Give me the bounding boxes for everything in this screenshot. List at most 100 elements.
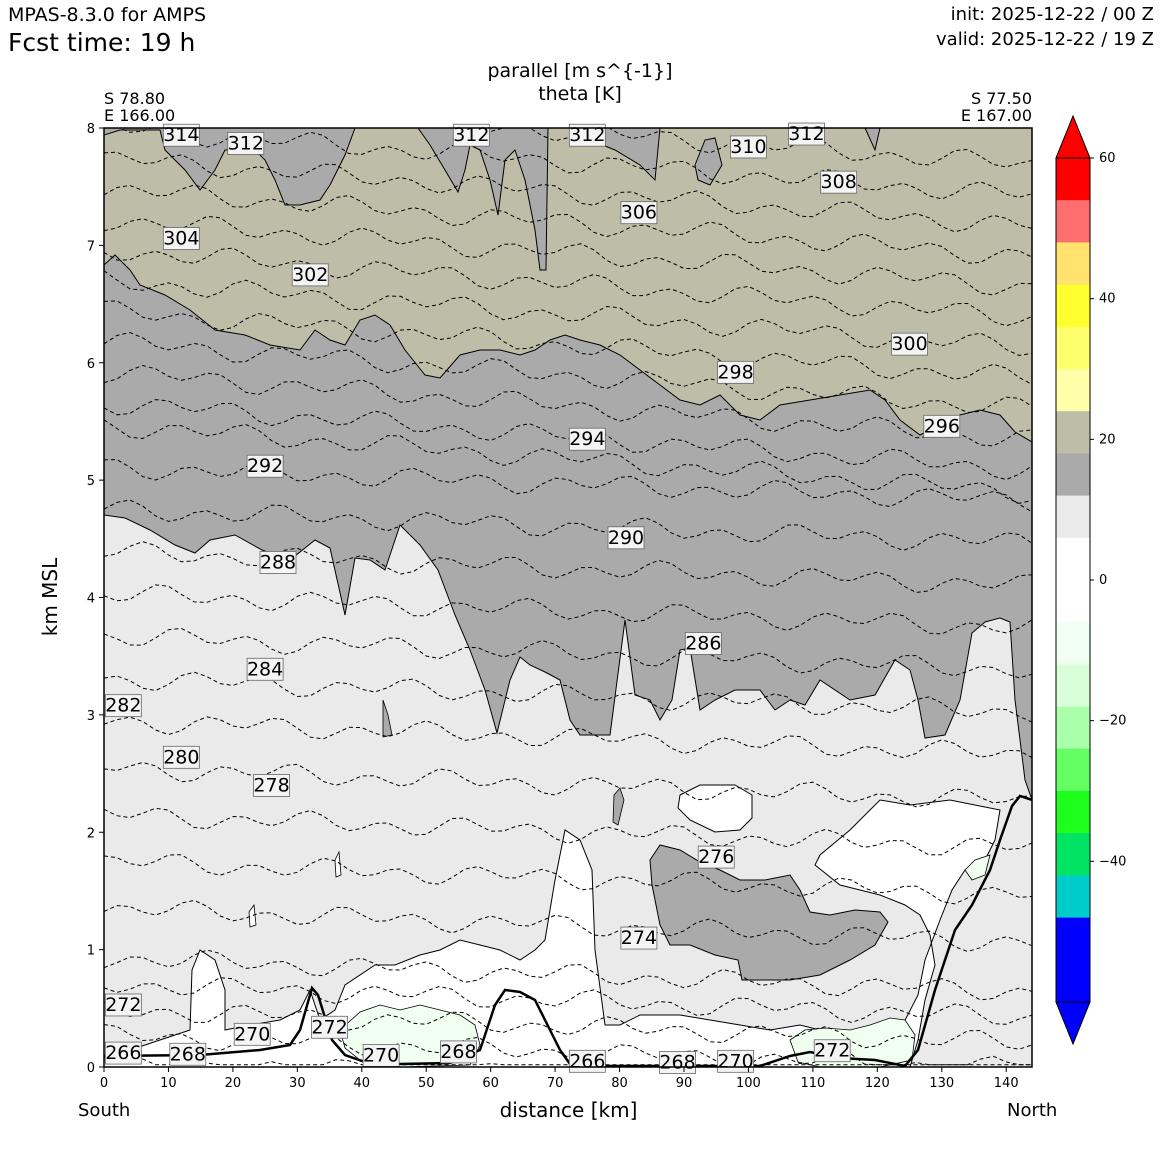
isotherm-label-text: 266 bbox=[105, 1042, 141, 1064]
theta-isotherm bbox=[104, 184, 1032, 264]
x-tick-label: 140 bbox=[994, 1076, 1019, 1091]
isotherm-label-300: 300 bbox=[891, 332, 928, 356]
isotherm-label-290: 290 bbox=[607, 526, 645, 550]
colorbar-tick-label: 40 bbox=[1099, 292, 1116, 307]
colorbar-tick-label: 0 bbox=[1099, 573, 1107, 588]
colorbar-segment bbox=[1056, 706, 1090, 750]
colorbar-segment bbox=[1056, 495, 1090, 539]
isotherm-label-266: 266 bbox=[104, 1041, 142, 1065]
isotherm-label-272: 272 bbox=[104, 993, 142, 1017]
isotherm-label-text: 304 bbox=[163, 228, 199, 250]
isotherm-label-288: 288 bbox=[259, 551, 297, 574]
x-tick-label: 110 bbox=[800, 1076, 825, 1091]
isotherm-label-306: 306 bbox=[620, 201, 658, 225]
isotherm-label-text: 286 bbox=[685, 632, 721, 654]
colorbar-segment bbox=[1056, 411, 1090, 454]
colorbar-segment bbox=[1056, 580, 1090, 623]
colorbar-tick-label: −20 bbox=[1099, 714, 1126, 729]
isotherm-label-text: 300 bbox=[891, 333, 927, 355]
theta-isotherm bbox=[104, 899, 1032, 953]
isotherm-label-296: 296 bbox=[923, 414, 961, 438]
isotherm-label-text: 298 bbox=[717, 361, 753, 383]
isotherm-label-text: 312 bbox=[453, 124, 489, 146]
x-tick-label: 100 bbox=[736, 1076, 761, 1091]
theta-isotherm bbox=[104, 419, 1032, 504]
colorbar-segment bbox=[1056, 284, 1090, 328]
colorbar-segment bbox=[1056, 917, 1090, 961]
isotherm-label-text: 282 bbox=[105, 695, 141, 717]
theta-isotherm bbox=[104, 584, 1032, 635]
isotherm-label-314: 314 bbox=[162, 123, 200, 147]
theta-isotherm bbox=[104, 364, 1032, 447]
isotherm-label-268: 268 bbox=[440, 1040, 477, 1064]
isotherm-label-text: 314 bbox=[163, 124, 199, 146]
start-longitude: E 166.00 bbox=[104, 106, 176, 125]
valid-time: valid: 2025-12-22 / 19 Z bbox=[936, 29, 1154, 50]
x-tick-label: 60 bbox=[482, 1076, 499, 1091]
isotherm-label-280: 280 bbox=[162, 745, 200, 769]
x-tick-label: 20 bbox=[225, 1076, 242, 1091]
isotherm-label-270: 270 bbox=[233, 1022, 271, 1046]
isotherm-label-text: 278 bbox=[253, 774, 289, 796]
isotherm-label-276: 276 bbox=[697, 845, 735, 869]
colorbar-segment bbox=[1056, 453, 1090, 497]
isotherm-label-294: 294 bbox=[568, 427, 606, 451]
isotherm-label-text: 272 bbox=[814, 1040, 850, 1062]
isotherm-label-312: 312 bbox=[452, 123, 490, 147]
colorbar-segment bbox=[1056, 200, 1090, 243]
isotherm-labels: 314 312 312 312 312 310 308 306 304 302 300 298 296 2… bbox=[104, 122, 961, 1074]
isotherm-label-text: 294 bbox=[569, 428, 605, 450]
theta-isotherm bbox=[104, 247, 1032, 327]
colorbar-segment bbox=[1056, 875, 1090, 919]
isotherm-label-270: 270 bbox=[362, 1044, 400, 1067]
theta-isotherm bbox=[104, 1024, 1032, 1066]
colorbar-segment bbox=[1056, 833, 1090, 876]
theta-isotherm bbox=[104, 977, 1032, 1025]
colorbar-segment bbox=[1056, 622, 1090, 665]
isotherm-label-text: 312 bbox=[228, 132, 264, 154]
isotherm-label-286: 286 bbox=[684, 632, 722, 655]
isotherm-label-text: 296 bbox=[924, 415, 960, 437]
isotherm-label-312: 312 bbox=[227, 132, 265, 155]
end-longitude: E 167.00 bbox=[960, 106, 1032, 125]
chart-subtitle: theta [K] bbox=[538, 83, 622, 105]
isotherm-label-304: 304 bbox=[162, 227, 200, 250]
isotherm-label-text: 306 bbox=[621, 202, 657, 224]
x-tick-label: 130 bbox=[929, 1076, 954, 1091]
colorbar-tick-label: 60 bbox=[1099, 151, 1116, 166]
end-latitude: S 77.50 bbox=[970, 89, 1032, 108]
y-tick-label: 7 bbox=[87, 239, 95, 254]
y-tick-label: 1 bbox=[87, 944, 95, 959]
theta-isotherm bbox=[104, 1001, 1032, 1050]
shaded-field bbox=[104, 128, 1032, 1067]
theta-isotherm bbox=[104, 499, 1032, 551]
isotherm-label-268: 268 bbox=[169, 1042, 207, 1066]
isotherm-label-text: 312 bbox=[569, 124, 605, 146]
isotherm-label-292: 292 bbox=[246, 454, 284, 478]
theta-isotherm bbox=[104, 300, 1032, 385]
theta-isotherm bbox=[104, 716, 1032, 759]
colorbar-segment bbox=[1056, 959, 1090, 1003]
isotherm-label-284: 284 bbox=[246, 657, 284, 681]
isotherm-label-text: 292 bbox=[247, 455, 283, 477]
start-latitude: S 78.80 bbox=[104, 89, 166, 108]
isotherm-label-text: 276 bbox=[698, 846, 734, 868]
isotherm-label-312: 312 bbox=[788, 122, 825, 146]
theta-isotherm bbox=[104, 627, 1032, 679]
colorbar-segment bbox=[1056, 326, 1090, 370]
isotherm-label-text: 280 bbox=[163, 746, 199, 768]
y-tick-label: 0 bbox=[87, 1061, 95, 1076]
forecast-time: Fcst time: 19 h bbox=[8, 28, 196, 57]
colorbar-tick-label: −40 bbox=[1099, 854, 1126, 869]
isotherm-label-268: 268 bbox=[659, 1051, 696, 1074]
isotherm-label-text: 302 bbox=[292, 264, 328, 286]
isotherm-label-text: 270 bbox=[234, 1023, 270, 1045]
y-axis-ticks: 0 1 2 3 4 5 6 7 8 bbox=[87, 122, 104, 1076]
x-tick-label: 40 bbox=[354, 1076, 371, 1091]
isotherm-label-text: 268 bbox=[659, 1051, 695, 1073]
isotherm-label-282: 282 bbox=[104, 694, 142, 718]
isotherm-label-302: 302 bbox=[291, 263, 329, 287]
north-label: North bbox=[1007, 1100, 1058, 1121]
isotherm-label-text: 290 bbox=[608, 527, 644, 549]
isotherm-label-310: 310 bbox=[730, 135, 767, 159]
